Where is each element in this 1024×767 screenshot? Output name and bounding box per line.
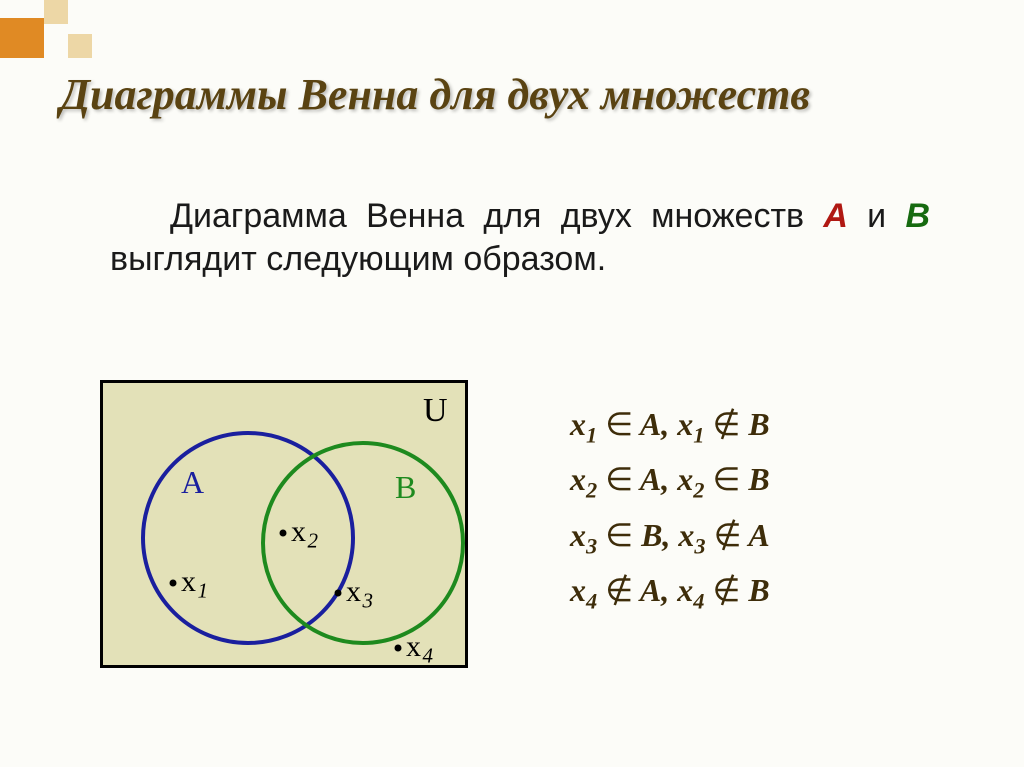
formula-line: x1 ∈ A, x1 ∉ B bbox=[570, 405, 770, 448]
svg-text:4: 4 bbox=[423, 644, 434, 668]
body-pre: Диаграмма Венна для двух множеств bbox=[170, 197, 823, 235]
body-set-A: А bbox=[823, 197, 848, 235]
svg-text:1: 1 bbox=[198, 579, 209, 603]
body-set-B: В bbox=[905, 197, 930, 235]
venn-diagram: UABx1x2x3x4 bbox=[100, 380, 468, 668]
formula-line: x4 ∉ A, x4 ∉ B bbox=[570, 571, 770, 614]
svg-text:x: x bbox=[181, 565, 196, 598]
svg-text:x: x bbox=[406, 630, 421, 663]
membership-formulas: x1 ∈ A, x1 ∉ B x2 ∈ A, x2 ∈ B x3 ∈ B, x3 ∉… bbox=[570, 405, 770, 627]
body-mid: и bbox=[848, 197, 906, 235]
svg-text:B: B bbox=[395, 469, 416, 505]
formula-line: x3 ∈ B, x3 ∉ A bbox=[570, 516, 770, 559]
svg-text:x: x bbox=[346, 575, 361, 608]
svg-text:A: A bbox=[181, 464, 204, 500]
svg-text:3: 3 bbox=[362, 589, 374, 613]
svg-text:2: 2 bbox=[308, 529, 319, 553]
corner-decoration bbox=[0, 0, 120, 70]
svg-text:U: U bbox=[423, 392, 448, 429]
body-paragraph: Диаграмма Венна для двух множеств А и В … bbox=[110, 195, 930, 280]
slide-title: Диаграммы Венна для двух множеств bbox=[60, 70, 960, 121]
body-post: выглядит следующим образом. bbox=[110, 240, 606, 278]
svg-text:x: x bbox=[291, 515, 306, 548]
formula-line: x2 ∈ A, x2 ∈ B bbox=[570, 460, 770, 503]
venn-svg: UABx1x2x3x4 bbox=[103, 383, 471, 671]
